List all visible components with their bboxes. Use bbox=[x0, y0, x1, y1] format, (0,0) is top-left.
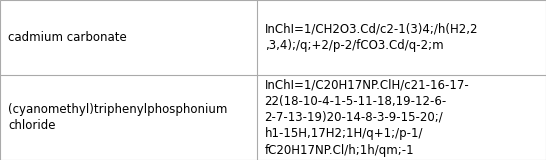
Text: InChI=1/C20H17NP.ClH/c21-16-17-
22(18-10-4-1-5-11-18,19-12-6-
2-7-13-19)20-14-8-: InChI=1/C20H17NP.ClH/c21-16-17- 22(18-10… bbox=[265, 78, 470, 157]
Text: InChI=1/CH2O3.Cd/c2-1(3)4;/h(H2,2
,3,4);/q;+2/p-2/fCO3.Cd/q-2;m: InChI=1/CH2O3.Cd/c2-1(3)4;/h(H2,2 ,3,4);… bbox=[265, 23, 478, 52]
Text: cadmium carbonate: cadmium carbonate bbox=[8, 31, 127, 44]
Text: (cyanomethyl)triphenylphosphonium
chloride: (cyanomethyl)triphenylphosphonium chlori… bbox=[8, 103, 227, 132]
